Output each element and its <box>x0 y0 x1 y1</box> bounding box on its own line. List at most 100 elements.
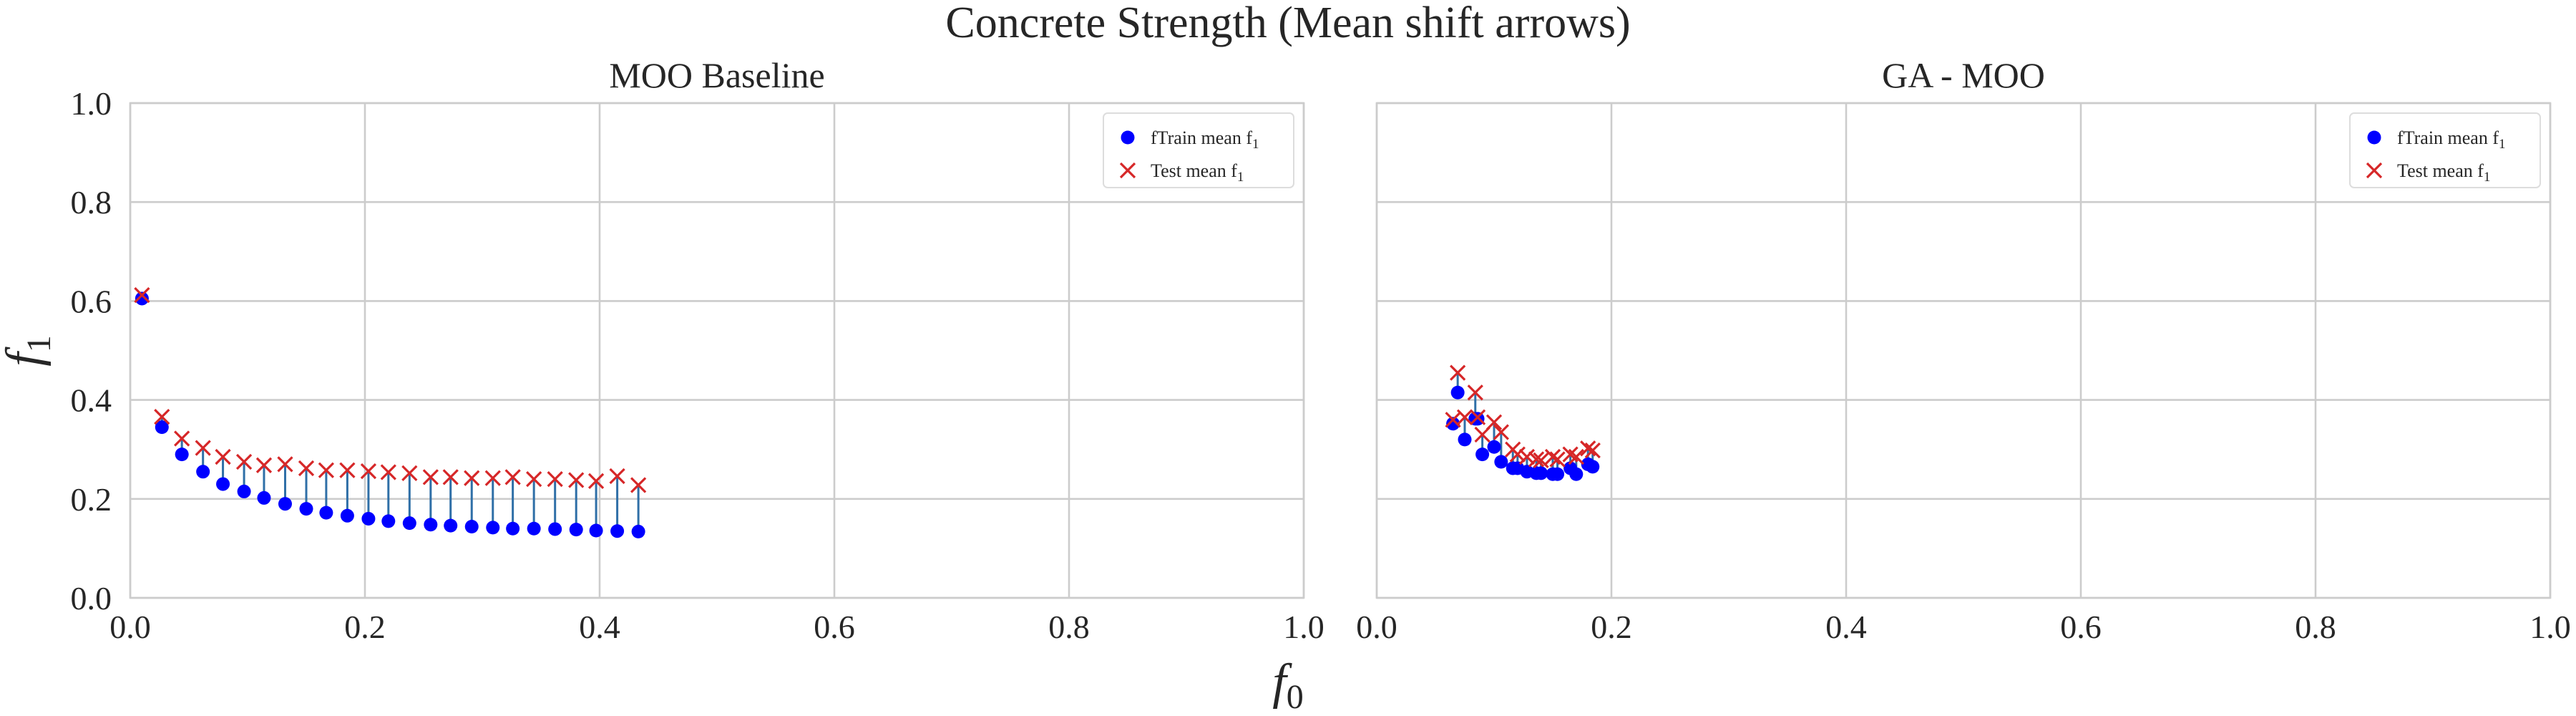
train-point <box>631 524 645 538</box>
test-point <box>609 468 625 485</box>
test-point <box>195 440 211 456</box>
train-point <box>299 502 313 516</box>
plot-frame <box>1375 102 2552 599</box>
test-point <box>484 470 501 486</box>
train-point <box>361 511 376 526</box>
mean-shift-arrows <box>140 295 640 532</box>
test-point <box>380 464 396 480</box>
x-tick-label: 0.8 <box>2295 609 2336 645</box>
test-point <box>442 469 459 485</box>
legend-marker-train <box>2367 130 2381 145</box>
x-tick-label: 0.0 <box>1356 609 1397 645</box>
train-series <box>1446 385 1600 481</box>
test-point <box>1584 442 1601 459</box>
test-point <box>174 430 190 447</box>
test-point <box>526 471 542 488</box>
train-point <box>237 484 251 498</box>
train-point <box>1487 440 1501 454</box>
test-point <box>401 465 418 481</box>
x-axis-label-sub: 0 <box>1287 678 1304 716</box>
test-point <box>215 448 231 465</box>
train-series <box>135 291 645 538</box>
x-tick-label: 0.2 <box>344 609 386 645</box>
legend-label: fTrain mean f1 <box>2397 127 2506 152</box>
train-point <box>1586 460 1600 474</box>
train-point <box>1494 455 1508 469</box>
test-point <box>1509 446 1526 463</box>
legend-box <box>1103 112 1294 188</box>
legend-marker-test <box>2366 162 2383 179</box>
train-point <box>340 508 354 523</box>
test-point <box>568 472 585 488</box>
train-point <box>464 519 479 533</box>
x-tick-label: 0.8 <box>1048 609 1090 645</box>
train-point <box>569 523 583 537</box>
test-point <box>318 462 335 478</box>
test-point <box>235 453 253 470</box>
test-point <box>587 473 605 490</box>
test-point <box>1528 451 1545 468</box>
legend-label: fTrain mean f1 <box>1151 127 1259 152</box>
x-tick-label: 0.6 <box>814 609 855 645</box>
legend: fTrain mean f1 Test mean f1 <box>1103 112 1294 188</box>
test-point <box>1549 451 1566 468</box>
test-point <box>339 462 356 478</box>
y-tick-label: 0.4 <box>71 382 112 419</box>
x-tick-label: 0.2 <box>1591 609 1632 645</box>
train-point <box>402 516 416 531</box>
y-tick-label: 0.8 <box>71 184 112 221</box>
test-point <box>1568 448 1584 465</box>
train-point <box>1534 466 1548 480</box>
y-tick-label: 0.2 <box>71 481 112 518</box>
train-point <box>175 448 189 462</box>
test-point <box>504 469 521 485</box>
train-point <box>527 521 541 536</box>
x-tick-label: 0.4 <box>1825 609 1867 645</box>
train-point <box>1475 448 1490 462</box>
x-tick-label: 1.0 <box>2529 609 2571 645</box>
plot-frame <box>129 102 1305 599</box>
y-axis-label: f1 <box>0 335 58 366</box>
train-point <box>424 518 438 532</box>
test-point <box>298 460 315 477</box>
train-point <box>319 505 333 520</box>
test-point <box>277 456 293 473</box>
train-point <box>196 465 210 479</box>
test-point <box>1493 424 1509 440</box>
x-tick-label: 0.6 <box>2060 609 2102 645</box>
test-point <box>1456 409 1473 425</box>
train-point <box>506 521 520 536</box>
panel-title: GA - MOO <box>1882 55 2045 95</box>
train-point <box>589 523 603 538</box>
train-point <box>1569 467 1584 481</box>
y-tick-label: 0.6 <box>71 283 112 319</box>
test-point <box>630 477 647 493</box>
test-point <box>1518 448 1536 465</box>
test-point <box>1467 384 1483 401</box>
test-point <box>1580 440 1596 457</box>
x-tick-label: 0.0 <box>109 609 151 645</box>
legend-marker-train <box>1121 130 1135 145</box>
test-point <box>1474 426 1491 443</box>
legend: fTrain mean f1 Test mean f1 <box>2349 112 2541 188</box>
panel-title: MOO Baseline <box>609 55 824 95</box>
test-series <box>134 286 647 493</box>
y-axis-label-sub: 1 <box>20 335 58 352</box>
x-axis-label: f0 <box>1272 654 1303 716</box>
test-point <box>1450 364 1466 381</box>
train-point <box>135 291 149 306</box>
test-point <box>1485 414 1503 430</box>
legend-box <box>2349 112 2541 188</box>
train-point <box>1458 432 1472 447</box>
test-point <box>547 471 563 488</box>
train-point <box>610 524 625 538</box>
train-point <box>381 514 396 528</box>
test-point <box>1533 452 1549 469</box>
test-point <box>255 457 273 473</box>
test-series <box>1445 364 1601 469</box>
train-point <box>216 477 230 491</box>
train-point <box>257 490 271 505</box>
train-point <box>155 420 169 435</box>
train-point <box>1551 467 1565 481</box>
figure-title: Concrete Strength (Mean shift arrows) <box>945 0 1630 47</box>
